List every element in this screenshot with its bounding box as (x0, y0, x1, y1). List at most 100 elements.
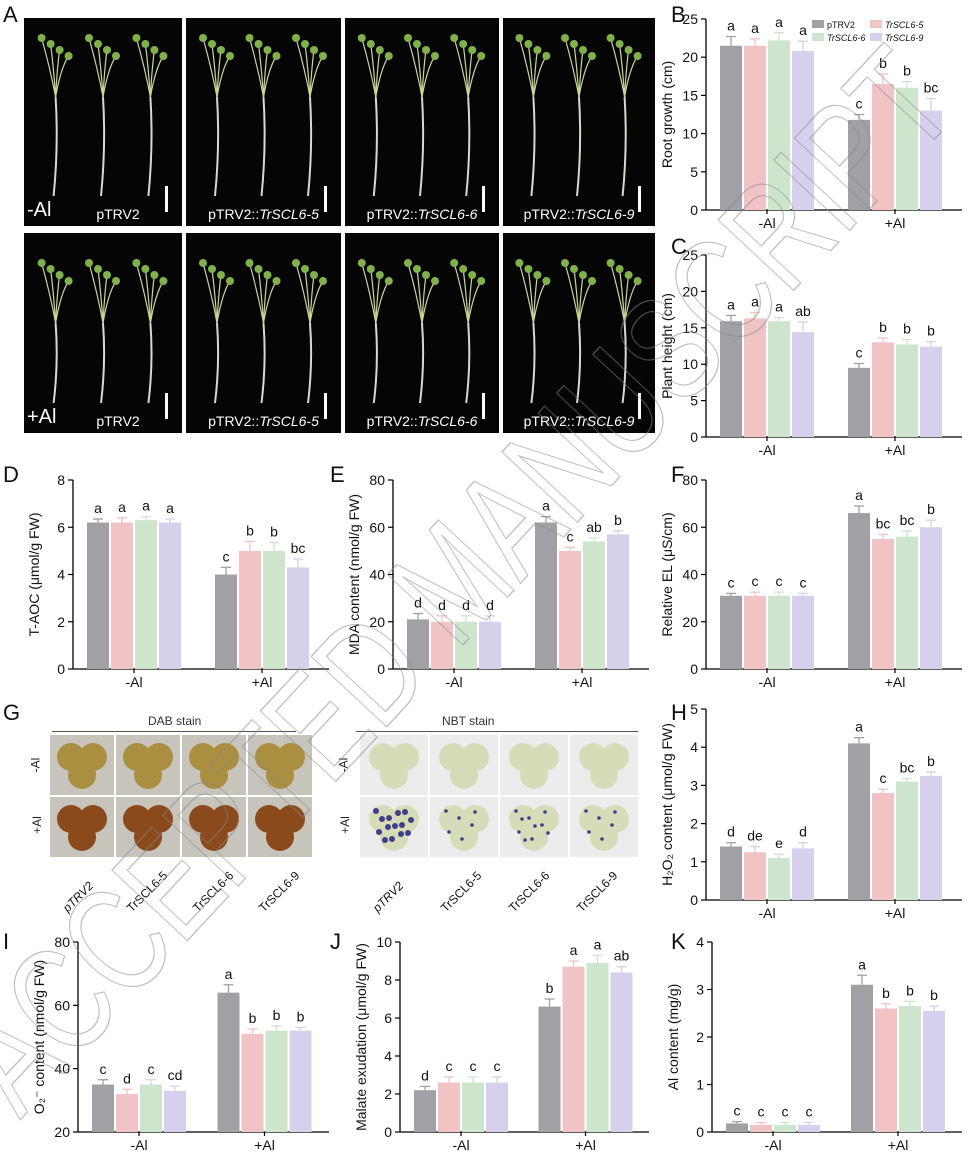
significance-letter: ab (795, 303, 811, 319)
bar (455, 621, 477, 669)
x-category-label: +Al (252, 674, 273, 690)
photo-caption-vector: pTRV2:: (366, 413, 418, 429)
y-tick-label: 20 (54, 1124, 70, 1140)
bar (486, 1082, 508, 1132)
scale-bar (324, 393, 327, 419)
scale-bar (638, 186, 641, 212)
significance-letter: ab (614, 948, 630, 964)
photo-caption-vector: pTRV2:: (523, 413, 575, 429)
scale-bar (165, 393, 168, 419)
y-tick-label: 10 (376, 934, 392, 950)
significance-letter: a (570, 942, 578, 958)
significance-letter: c (880, 770, 887, 786)
significance-letter: c (494, 1058, 501, 1074)
significance-letter: bc (291, 540, 306, 556)
x-category-label: +Al (572, 674, 593, 690)
bar (241, 1033, 264, 1132)
x-category-label: +Al (885, 674, 906, 690)
bar (720, 321, 742, 437)
significance-letter: b (903, 320, 911, 336)
photo-caption: pTRV2::TrSCL6-5 (186, 413, 341, 429)
bar (407, 619, 429, 669)
y-tick-label: 0 (690, 202, 698, 218)
significance-letter: b (270, 524, 278, 540)
significance-letter: c (223, 548, 230, 564)
seedling-photo: pTRV2::TrSCL6-9 (503, 18, 655, 226)
y-axis-label: O₂⁻ content (nmol/g FW) (31, 960, 47, 1114)
y-tick-label: 4 (384, 1048, 392, 1064)
significance-letter: b (906, 982, 914, 998)
bar (899, 1006, 921, 1132)
dab-leaf-image (248, 735, 312, 795)
photo-caption-gene: TrSCL6-5 (259, 206, 319, 222)
dab-leaf-image (116, 797, 180, 857)
y-tick-label: 2 (696, 1029, 704, 1045)
bar (792, 51, 814, 211)
significance-letter: a (594, 936, 602, 952)
bar (263, 550, 285, 669)
nbt-leaf-image (360, 797, 428, 857)
legend-label: TrSCL6-9 (885, 33, 923, 43)
bar (768, 40, 790, 210)
panel-letter-d: D (3, 462, 19, 487)
bar (535, 522, 557, 669)
y-tick-label: 4 (690, 739, 698, 755)
bar (848, 367, 870, 437)
nbt-leaf-image (570, 797, 638, 857)
y-tick-label: 40 (369, 567, 385, 583)
significance-letter: b (614, 512, 622, 528)
y-tick-label: 80 (682, 472, 698, 488)
panel-letter-h: H (671, 700, 687, 725)
significance-letter: b (882, 985, 890, 1001)
bar (135, 520, 157, 669)
significance-letter: a (855, 487, 863, 503)
y-axis-label: H₂O₂ content (μmol/g FW) (659, 723, 675, 886)
photo-caption-vector: pTRV2:: (208, 206, 260, 222)
bar (896, 536, 918, 669)
panel-letter-a: A (3, 2, 18, 27)
bar (872, 793, 894, 900)
significance-letter: d (462, 597, 470, 613)
significance-letter: c (800, 574, 807, 590)
panel-letter-j: J (330, 929, 341, 954)
significance-letter: b (879, 55, 887, 71)
bar (479, 621, 501, 669)
significance-letter: c (806, 1104, 813, 1120)
seedling-photo: pTRV2::TrSCL6-6 (345, 18, 499, 226)
y-tick-label: 15 (682, 320, 698, 336)
significance-letter: c (567, 528, 574, 544)
bar (768, 857, 790, 900)
y-tick-label: 60 (54, 997, 70, 1013)
significance-letter: a (775, 14, 783, 30)
y-tick-label: 1 (690, 854, 698, 870)
significance-letter: de (747, 828, 763, 844)
significance-letter: b (927, 753, 935, 769)
significance-letter: a (225, 966, 233, 982)
nbt-leaf-image (570, 735, 638, 795)
photo-caption-vector: pTRV2 (96, 413, 140, 429)
bar (562, 966, 585, 1132)
scale-bar (324, 186, 327, 212)
significance-letter: c (782, 1104, 789, 1120)
bar (92, 1084, 114, 1132)
dab-leaf-image (248, 797, 312, 857)
seedling-photo: pTRV2::TrSCL6-5 (186, 233, 341, 433)
bar (289, 1030, 312, 1132)
y-tick-label: 0 (57, 661, 65, 677)
seedling-photo: pTRV2::TrSCL6-6 (345, 233, 499, 433)
seedlings-drawing (515, 259, 642, 404)
x-category-label: +Al (254, 1137, 275, 1153)
bar (559, 550, 581, 669)
bar (586, 962, 609, 1132)
x-category-label: +Al (885, 442, 906, 458)
bar (159, 522, 181, 669)
significance-letter: c (446, 1058, 453, 1074)
y-tick-label: 25 (682, 247, 698, 263)
bar (920, 775, 942, 900)
significance-letter: a (751, 20, 759, 36)
photo-caption-vector: pTRV2:: (366, 206, 418, 222)
bar (792, 848, 814, 900)
seedling-photo: pTRV2 -Al (24, 18, 182, 226)
significance-letter: a (858, 956, 866, 972)
x-category-label: +Al (888, 1137, 909, 1153)
